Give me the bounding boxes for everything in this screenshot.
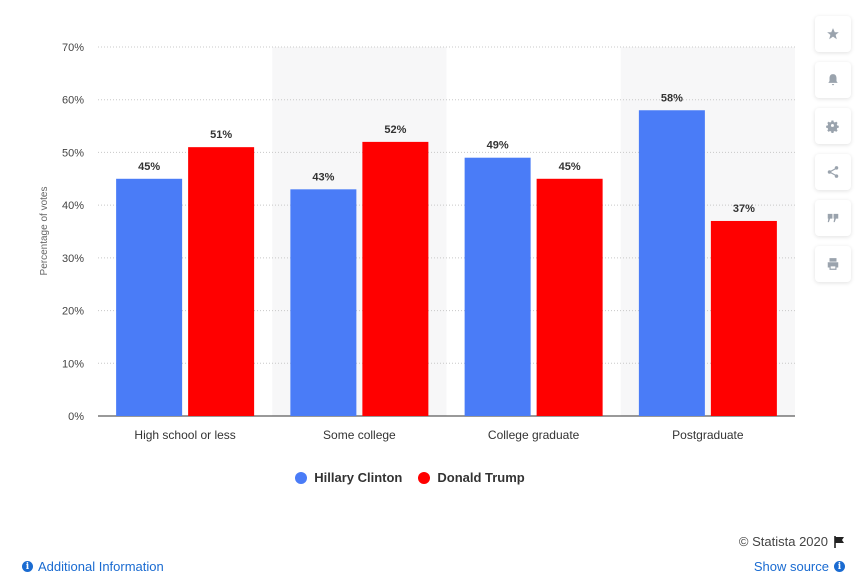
- data-label: 43%: [312, 171, 334, 183]
- additional-information-link[interactable]: i Additional Information: [22, 559, 164, 574]
- legend-marker-trump: [418, 471, 431, 484]
- legend-item-clinton[interactable]: Hillary Clinton: [295, 470, 402, 485]
- bar-clinton[interactable]: [290, 189, 357, 416]
- bars: [116, 110, 777, 416]
- y-tick-label: 60%: [62, 95, 84, 107]
- statista-credit[interactable]: © Statista 2020: [739, 534, 845, 549]
- show-source-link[interactable]: Show source i: [754, 559, 845, 574]
- bar-trump[interactable]: [188, 147, 255, 416]
- star-icon: [827, 28, 839, 40]
- info-icon: i: [834, 561, 845, 572]
- show-source-label: Show source: [753, 559, 829, 574]
- x-tick-label: High school or less: [134, 428, 235, 442]
- bell-icon: [828, 74, 838, 86]
- additional-information-label: Additional Information: [38, 559, 164, 574]
- legend-label-trump: Donald Trump: [437, 470, 525, 485]
- flag-icon: [834, 535, 844, 548]
- labels: 0% 10% 20% 30% 40% 50% 60% 70% 45% 51% High school…: [62, 42, 755, 442]
- print-icon: [827, 258, 839, 270]
- quote-icon: [827, 213, 839, 223]
- data-label: 45%: [559, 161, 581, 173]
- chart-toolbar: [815, 16, 851, 282]
- data-label: 51%: [210, 129, 232, 141]
- share-button[interactable]: [815, 154, 851, 190]
- bar-trump[interactable]: [362, 141, 429, 416]
- y-tick-label: 20%: [62, 306, 84, 318]
- gear-icon: [826, 120, 839, 133]
- favorite-button[interactable]: [815, 16, 851, 52]
- cite-button[interactable]: [815, 200, 851, 236]
- print-button[interactable]: [815, 246, 851, 282]
- data-label: 58%: [661, 92, 683, 104]
- bar-clinton[interactable]: [638, 110, 705, 416]
- data-label: 45%: [138, 161, 160, 173]
- credit-text: © Statista 2020: [738, 534, 828, 549]
- bar-trump[interactable]: [710, 220, 777, 416]
- y-tick-label: 10%: [62, 358, 84, 370]
- y-tick-label: 0%: [68, 411, 84, 423]
- bar-trump[interactable]: [536, 178, 603, 416]
- legend-marker-clinton: [295, 471, 308, 484]
- settings-button[interactable]: [815, 108, 851, 144]
- legend: Hillary Clinton Donald Trump: [0, 470, 820, 485]
- y-tick-label: 50%: [62, 147, 84, 159]
- y-tick-label: 70%: [62, 42, 84, 54]
- data-label: 49%: [487, 140, 509, 152]
- y-axis-title: Percentage of votes: [39, 187, 50, 276]
- bar-clinton[interactable]: [464, 157, 531, 416]
- x-tick-label: Some college: [323, 428, 396, 442]
- x-tick-label: Postgraduate: [672, 428, 744, 442]
- share-icon: [827, 166, 839, 178]
- notification-button[interactable]: [815, 62, 851, 98]
- legend-item-trump[interactable]: Donald Trump: [418, 470, 525, 485]
- legend-label-clinton: Hillary Clinton: [314, 470, 403, 485]
- x-tick-label: College graduate: [488, 428, 580, 442]
- y-tick-label: 40%: [62, 200, 84, 212]
- info-icon: i: [22, 561, 33, 572]
- bar-clinton[interactable]: [116, 178, 183, 416]
- y-tick-label: 30%: [62, 253, 84, 265]
- data-label: 37%: [733, 203, 755, 215]
- data-label: 52%: [384, 124, 406, 136]
